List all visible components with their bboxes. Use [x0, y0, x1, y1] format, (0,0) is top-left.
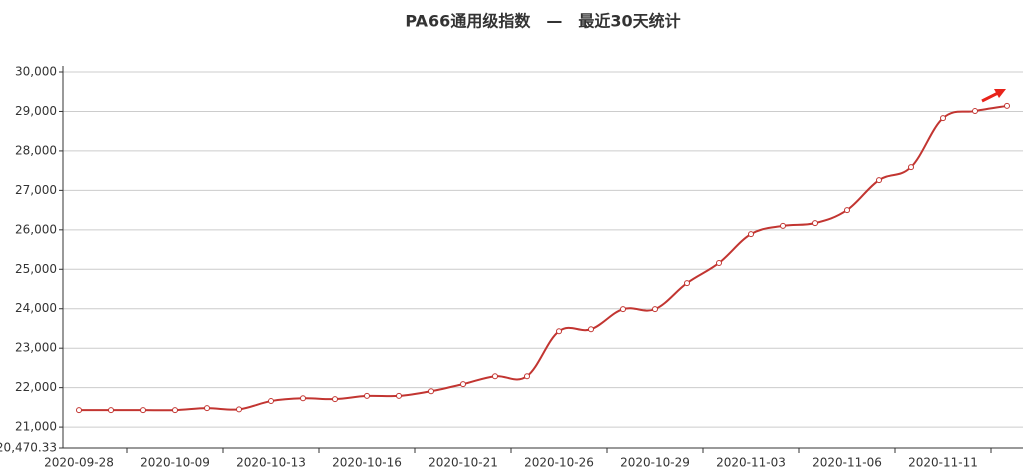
- point: [812, 220, 818, 227]
- y-tick-label: 29,000: [15, 104, 57, 118]
- point: [652, 306, 658, 313]
- point: [204, 405, 210, 412]
- point: [876, 177, 882, 184]
- point: [1004, 102, 1010, 109]
- point: [620, 306, 626, 313]
- point: [428, 388, 434, 395]
- x-tick-label: 2020-11-06: [812, 456, 882, 470]
- y-tick-label: 27,000: [15, 183, 57, 197]
- point: [716, 259, 722, 266]
- point: [300, 395, 306, 402]
- y-tick-label: 22,000: [15, 380, 57, 394]
- x-tick-label: 2020-11-11: [908, 456, 978, 470]
- x-tick-label: 2020-10-26: [524, 456, 594, 470]
- line: [79, 104, 1008, 412]
- y-tick-label: 30,000: [15, 65, 57, 79]
- point: [172, 407, 178, 414]
- chart-title: PA66通用级指数 — 最近30天统计: [405, 12, 680, 31]
- point: [684, 280, 690, 287]
- y-tick-label: 21,000: [15, 420, 57, 434]
- point: [332, 396, 338, 403]
- y-tick-label: 28,000: [15, 143, 57, 157]
- y-tick-label: 24,000: [15, 301, 57, 315]
- point: [140, 407, 146, 414]
- y-tick-label: 26,000: [15, 222, 57, 236]
- point: [492, 373, 498, 380]
- point: [524, 373, 530, 380]
- point: [588, 326, 594, 333]
- y-tick-label: 20,470.33: [0, 441, 57, 455]
- point: [972, 108, 978, 115]
- point: [396, 392, 402, 399]
- x-tick-label: 2020-10-29: [620, 456, 690, 470]
- point: [76, 407, 82, 414]
- point: [940, 115, 946, 122]
- point: [108, 407, 114, 414]
- x-tick-label: 2020-10-16: [332, 456, 402, 470]
- x-tick-label: 2020-11-03: [716, 456, 786, 470]
- point: [908, 164, 914, 171]
- point: [780, 222, 786, 229]
- point: [460, 381, 466, 388]
- y-tick-label: 25,000: [15, 262, 57, 276]
- point: [844, 207, 850, 214]
- point: [364, 392, 370, 399]
- x-tick-label: 2020-10-13: [236, 456, 306, 470]
- point: [236, 406, 242, 413]
- y-tick-label: 23,000: [15, 341, 57, 355]
- x-tick-label: 2020-10-09: [140, 456, 210, 470]
- trend-arrow: [981, 89, 1006, 103]
- point: [268, 398, 274, 405]
- x-tick-label: 2020-09-28: [44, 456, 114, 470]
- point: [748, 231, 754, 238]
- point: [556, 328, 562, 335]
- x-tick-label: 2020-10-21: [428, 456, 498, 470]
